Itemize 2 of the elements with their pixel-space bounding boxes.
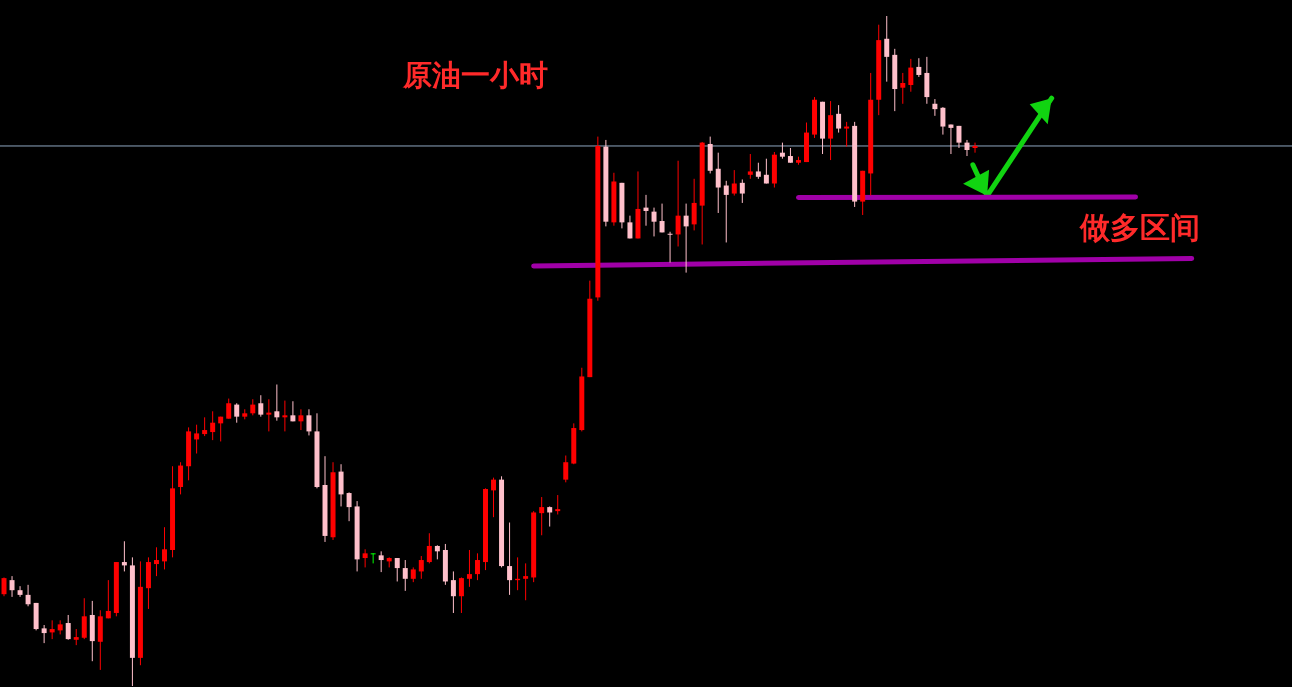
annotation: 做多区间 <box>1079 210 1200 245</box>
title: 原油一小时 <box>402 58 548 92</box>
